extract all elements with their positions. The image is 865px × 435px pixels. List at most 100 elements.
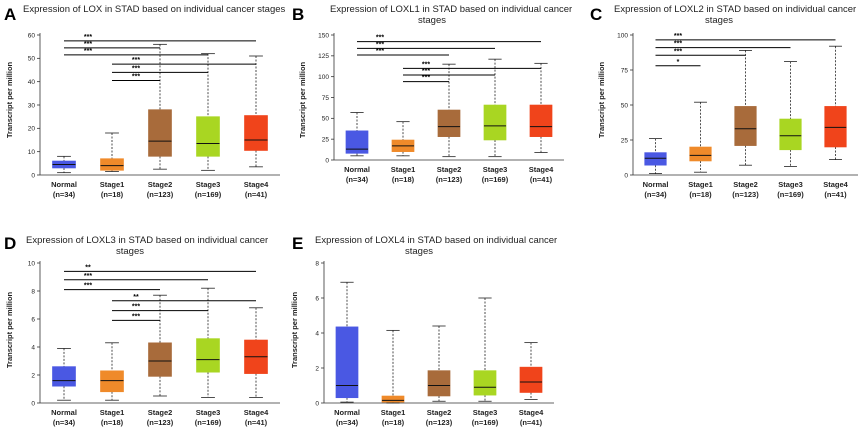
panel-label-c: C bbox=[590, 5, 602, 24]
x-count-label: (n=18) bbox=[382, 418, 405, 427]
y-tick-label: 8 bbox=[315, 260, 319, 267]
panel-d-title-line2: stages bbox=[116, 246, 144, 257]
panel-a-plot: 0 10 20 30 40 50 60 Normal(n=34) Stage1(n=18) Sta… bbox=[28, 32, 280, 199]
box-normal bbox=[644, 152, 667, 166]
x-count-label: (n=123) bbox=[426, 418, 453, 427]
x-category-label: Stage4 bbox=[529, 165, 554, 174]
box-normal bbox=[335, 326, 359, 399]
x-category-label: Stage3 bbox=[473, 408, 498, 417]
y-tick-label: 0 bbox=[315, 400, 319, 407]
y-tick-label: 10 bbox=[28, 149, 36, 156]
y-tick-label: 2 bbox=[31, 372, 35, 379]
box-stage1 bbox=[100, 370, 124, 393]
x-count-label: (n=41) bbox=[520, 418, 543, 427]
significance-label: *** bbox=[132, 74, 140, 81]
panel-a-ylabel: Transcript per million bbox=[5, 61, 14, 138]
x-count-label: (n=34) bbox=[53, 190, 76, 199]
y-tick-label: 50 bbox=[621, 102, 629, 109]
panel-b-ylabel: Transcript per million bbox=[298, 61, 307, 138]
x-count-label: (n=18) bbox=[392, 175, 415, 184]
box-stage2 bbox=[427, 370, 451, 397]
x-count-label: (n=18) bbox=[101, 190, 124, 199]
y-tick-label: 2 bbox=[315, 365, 319, 372]
box-stage4 bbox=[244, 115, 268, 151]
significance-label: *** bbox=[84, 41, 92, 48]
box-stage2 bbox=[734, 106, 757, 146]
panel-b: B Expression of LOXL1 in STAD based on i… bbox=[292, 4, 572, 184]
panel-label-b: B bbox=[292, 5, 304, 24]
significance-label: *** bbox=[84, 283, 92, 290]
panel-c-ylabel: Transcript per million bbox=[597, 61, 606, 138]
significance-label: *** bbox=[422, 61, 430, 68]
significance-label: ** bbox=[133, 294, 139, 301]
significance-label: *** bbox=[376, 48, 384, 55]
panel-e-ylabel: Transcript per million bbox=[290, 291, 299, 368]
x-count-label: (n=123) bbox=[147, 418, 174, 427]
x-count-label: (n=169) bbox=[472, 418, 499, 427]
significance-label: *** bbox=[422, 75, 430, 82]
y-tick-label: 40 bbox=[28, 79, 36, 86]
x-category-label: Stage1 bbox=[391, 165, 416, 174]
y-tick-label: 30 bbox=[28, 102, 36, 109]
significance-label: * bbox=[677, 59, 680, 66]
x-count-label: (n=34) bbox=[346, 175, 369, 184]
box-stage2 bbox=[148, 342, 172, 377]
x-count-label: (n=169) bbox=[195, 418, 222, 427]
x-count-label: (n=34) bbox=[644, 190, 667, 199]
panel-c-title-line2: stages bbox=[705, 15, 733, 26]
x-count-label: (n=18) bbox=[689, 190, 712, 199]
x-category-label: Stage4 bbox=[244, 180, 269, 189]
significance-label: *** bbox=[132, 57, 140, 64]
panel-label-d: D bbox=[4, 234, 16, 253]
panel-b-title-line1: Expression of LOXL1 in STAD based on ind… bbox=[330, 4, 572, 15]
panel-d-ylabel: Transcript per million bbox=[5, 291, 14, 368]
panel-c-title-line1: Expression of LOXL2 in STAD based on ind… bbox=[614, 4, 856, 15]
y-tick-label: 20 bbox=[28, 126, 36, 133]
x-category-label: Normal bbox=[51, 180, 77, 189]
box-stage4 bbox=[519, 366, 543, 393]
box-stage3 bbox=[473, 370, 497, 396]
x-count-label: (n=41) bbox=[245, 190, 268, 199]
x-count-label: (n=123) bbox=[436, 175, 463, 184]
x-count-label: (n=169) bbox=[195, 190, 222, 199]
x-count-label: (n=41) bbox=[245, 418, 268, 427]
significance-label: *** bbox=[422, 68, 430, 75]
panel-e-title-line1: Expression of LOXL4 in STAD based on ind… bbox=[315, 235, 557, 246]
y-tick-label: 25 bbox=[322, 136, 330, 143]
x-category-label: Stage1 bbox=[100, 180, 125, 189]
y-tick-label: 60 bbox=[28, 32, 36, 39]
panel-c-plot: 0 25 50 75 100 Normal(n=34) Stage1(n=18) Stage2… bbox=[617, 32, 858, 199]
significance-label: *** bbox=[132, 313, 140, 320]
y-tick-label: 0 bbox=[624, 172, 628, 179]
x-category-label: Stage3 bbox=[483, 165, 508, 174]
significance-label: *** bbox=[132, 65, 140, 72]
x-category-label: Stage3 bbox=[196, 180, 221, 189]
y-tick-label: 0 bbox=[325, 157, 329, 164]
x-category-label: Stage4 bbox=[823, 180, 848, 189]
box-stage4 bbox=[824, 106, 847, 148]
panel-d: D Expression of LOXL3 in STAD based on i… bbox=[4, 234, 280, 427]
x-count-label: (n=123) bbox=[147, 190, 174, 199]
y-tick-label: 0 bbox=[31, 400, 35, 407]
y-tick-label: 100 bbox=[617, 32, 628, 39]
panel-label-e: E bbox=[292, 234, 303, 253]
box-stage3 bbox=[779, 118, 802, 151]
x-category-label: Stage4 bbox=[519, 408, 544, 417]
panel-e: E Expression of LOXL4 in STAD based on i… bbox=[290, 234, 557, 427]
box-stage2 bbox=[148, 109, 172, 157]
x-category-label: Stage4 bbox=[244, 408, 269, 417]
significance-label: *** bbox=[376, 41, 384, 48]
box-normal bbox=[52, 366, 76, 387]
significance-label: *** bbox=[84, 48, 92, 55]
x-category-label: Normal bbox=[51, 408, 77, 417]
x-category-label: Stage2 bbox=[148, 408, 173, 417]
x-count-label: (n=41) bbox=[824, 190, 847, 199]
panel-b-plot: 0 25 50 75 100 125 150 Normal(n=34) Stage1(n=18)… bbox=[318, 32, 564, 184]
x-category-label: Stage1 bbox=[381, 408, 406, 417]
y-tick-label: 10 bbox=[28, 260, 36, 267]
x-category-label: Stage3 bbox=[778, 180, 803, 189]
y-tick-label: 6 bbox=[315, 295, 319, 302]
y-tick-label: 100 bbox=[318, 74, 329, 81]
box-stage4 bbox=[529, 104, 553, 137]
